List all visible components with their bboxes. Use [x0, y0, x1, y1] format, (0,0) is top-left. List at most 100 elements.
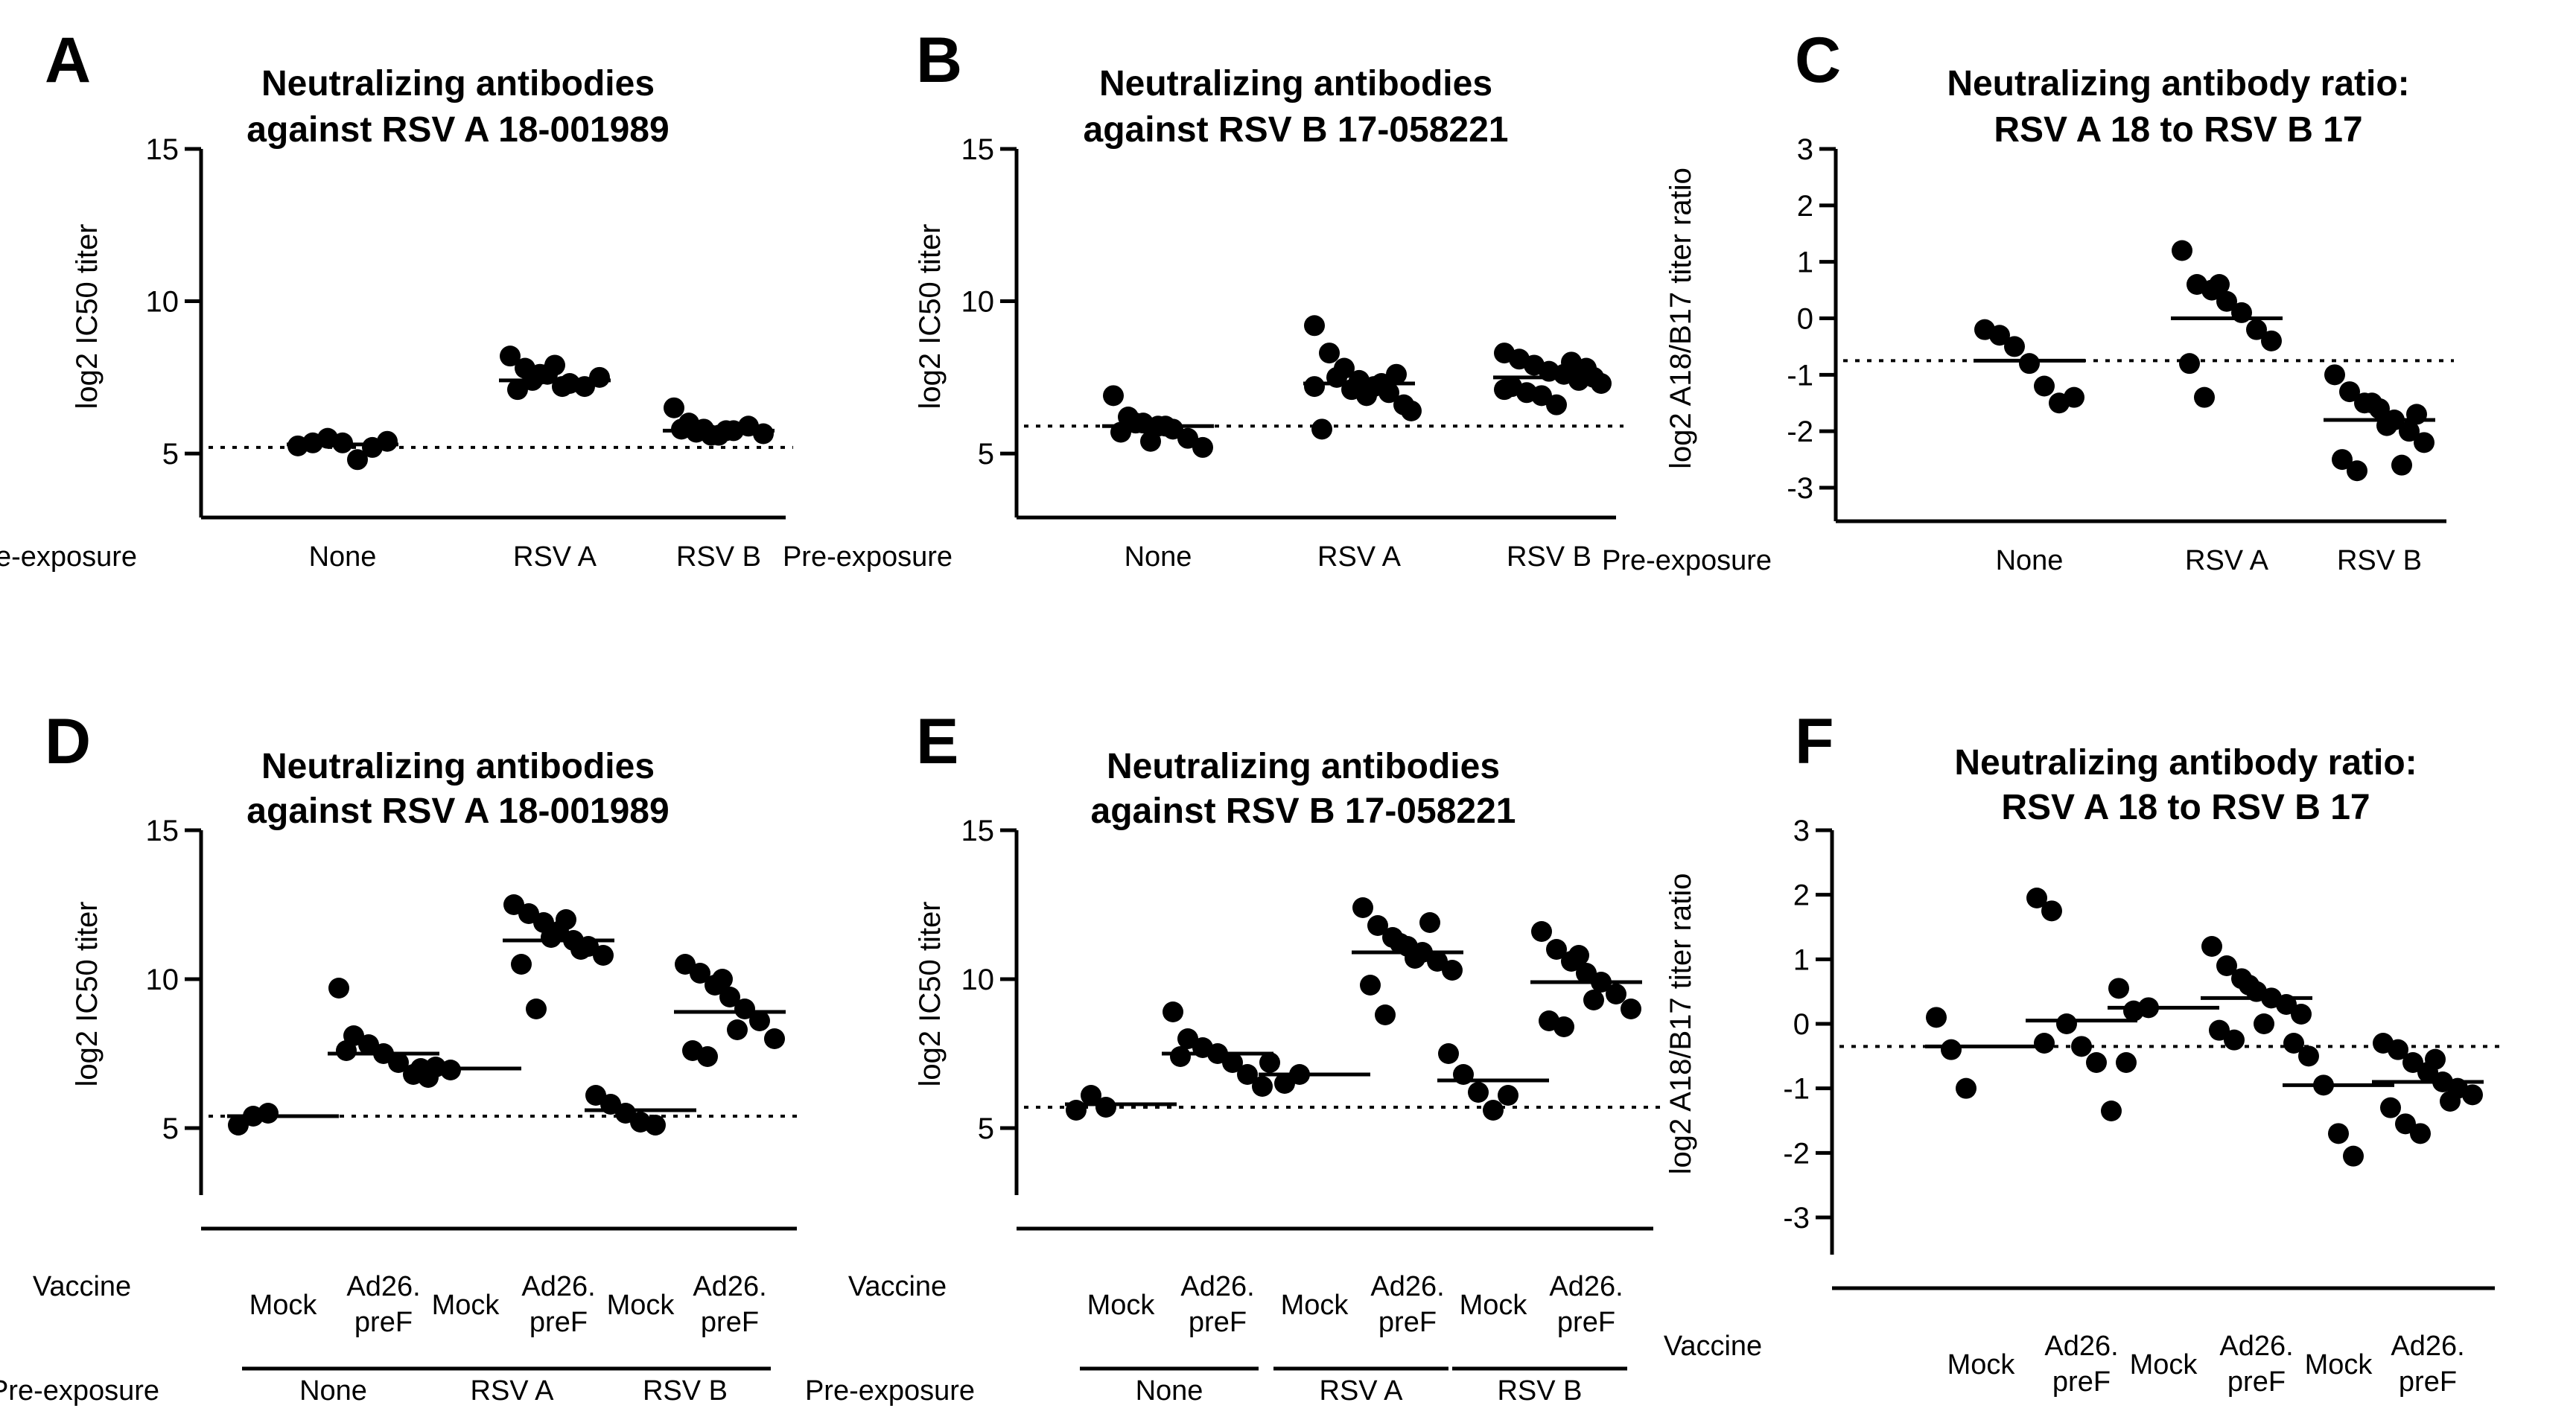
data-point	[1375, 1004, 1396, 1025]
data-point	[511, 954, 532, 975]
data-point	[1140, 430, 1161, 452]
data-point	[2324, 364, 2345, 386]
data-point	[2406, 404, 2427, 425]
y-tick-label: 2	[1797, 190, 1813, 223]
data-point	[2298, 1045, 2319, 1067]
data-point	[2224, 1029, 2245, 1051]
category-label: None	[1996, 545, 2064, 576]
data-point	[2410, 1123, 2431, 1144]
data-point	[1591, 972, 1612, 993]
category-label: RSV A	[2185, 545, 2269, 576]
data-point	[1531, 385, 1552, 407]
y-axis-label: log2 IC50 titer	[71, 223, 104, 409]
vaccine-category-mock: Mock	[1087, 1290, 1156, 1321]
vaccine-category-ad26-line-2: preF	[2227, 1366, 2286, 1398]
data-point	[556, 909, 576, 930]
data-point	[2254, 1013, 2274, 1034]
data-point	[1222, 1052, 1243, 1073]
data-point	[2276, 994, 2297, 1015]
data-point	[2362, 392, 2382, 414]
data-point	[2194, 386, 2215, 408]
pre-exposure-group-label: RSV A	[471, 1375, 555, 1407]
data-point	[440, 1060, 461, 1080]
vaccine-category-ad26-line-2: preF	[2052, 1366, 2111, 1398]
data-point	[328, 978, 349, 999]
data-point	[697, 1046, 718, 1067]
data-point	[1442, 960, 1463, 981]
category-label: None	[309, 541, 377, 573]
y-axis-label: log2 IC50 titer	[914, 223, 947, 409]
pre-exposure-group-label: RSV A	[1320, 1375, 1404, 1407]
data-point	[2291, 1004, 2312, 1025]
y-tick-label: 5	[978, 438, 994, 471]
data-point	[1606, 984, 1626, 1004]
y-axis-label: log2 A18/B17 titer ratio	[1664, 873, 1697, 1175]
data-point	[2231, 302, 2252, 323]
pre-exposure-group-label: RSV B	[1497, 1375, 1582, 1407]
data-point	[2440, 1091, 2461, 1112]
data-point	[690, 963, 710, 984]
vaccine-category-ad26-line-2: preF	[1189, 1307, 1247, 1338]
panel-title-line-2: against RSV A 18-001989	[247, 792, 669, 831]
data-point	[1989, 325, 2010, 346]
panel-title-line-2: against RSV B 17-058221	[1091, 792, 1516, 831]
pre-exposure-group-label: None	[299, 1375, 367, 1407]
data-point	[1155, 415, 1176, 437]
data-point	[1192, 436, 1213, 458]
vaccine-label: Vaccine	[848, 1271, 947, 1302]
data-point	[1289, 1064, 1310, 1085]
vaccine-label: Vaccine	[1664, 1331, 1762, 1362]
data-point	[2216, 955, 2237, 976]
data-point	[2414, 432, 2435, 453]
data-point	[716, 420, 737, 442]
category-label: RSV A	[1317, 541, 1402, 573]
data-point	[1498, 1085, 1518, 1106]
data-point	[1553, 1016, 1574, 1037]
y-tick-label: -3	[1783, 1202, 1810, 1235]
data-point	[552, 376, 573, 398]
data-point	[2388, 1039, 2408, 1060]
data-point	[1177, 427, 1198, 449]
data-point	[1367, 915, 1388, 936]
data-point	[2056, 1013, 2077, 1034]
vaccine-category-mock: Mock	[432, 1290, 500, 1321]
data-point	[2101, 1101, 2122, 1121]
panel-title-line-2: against RSV B 17-058221	[1084, 110, 1509, 150]
data-point	[570, 939, 591, 960]
vaccine-category-ad26-line-2: preF	[701, 1307, 759, 1338]
data-point	[2004, 336, 2025, 357]
vaccine-category-ad26-line-2: preF	[1557, 1307, 1615, 1338]
category-label: RSV B	[1507, 541, 1591, 573]
data-point	[2380, 1097, 2401, 1118]
panel-title-line-1: Neutralizing antibodies	[1099, 64, 1492, 103]
vaccine-category-ad26-line-1: Ad26.	[1180, 1271, 1254, 1302]
panel-label-A: A	[45, 25, 91, 96]
data-point	[2071, 1036, 2092, 1057]
data-point	[593, 945, 614, 966]
data-point	[1304, 315, 1325, 337]
data-point	[1583, 990, 1604, 1010]
data-point	[719, 987, 740, 1007]
data-point	[1621, 999, 1641, 1019]
pre-exposure-label: Pre-exposure	[0, 541, 137, 573]
y-tick-label: 3	[1797, 133, 1813, 166]
data-point	[727, 1019, 748, 1040]
data-point	[377, 430, 398, 452]
y-axis-label: log2 IC50 titer	[914, 901, 947, 1086]
vaccine-category-ad26-line-2: preF	[354, 1307, 413, 1338]
category-label: RSV B	[676, 541, 761, 573]
panel-title-line-2: RSV A 18 to RSV B 17	[2001, 788, 2370, 827]
data-point	[1103, 385, 1124, 407]
data-point	[2391, 454, 2412, 476]
y-tick-label: -2	[1787, 415, 1813, 448]
data-point	[2019, 353, 2040, 375]
data-point	[1405, 948, 1425, 969]
y-tick-label: 2	[1793, 879, 1810, 912]
data-point	[258, 1103, 279, 1124]
data-point	[2179, 353, 2200, 375]
data-point	[2332, 449, 2353, 471]
y-tick-label: -3	[1787, 472, 1813, 505]
data-point	[1401, 400, 1422, 421]
panel-label-F: F	[1795, 706, 1834, 777]
